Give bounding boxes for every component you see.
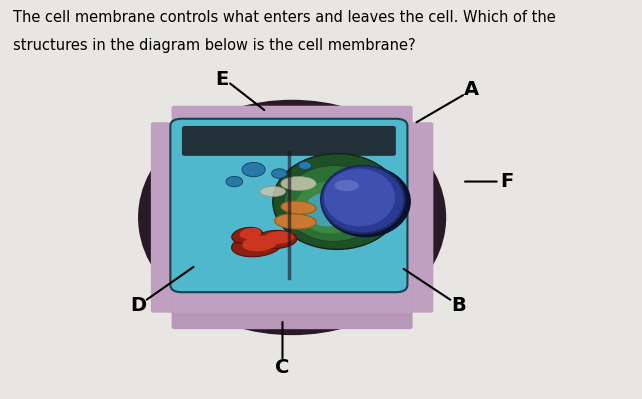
Text: structures in the diagram below is the cell membrane?: structures in the diagram below is the c…: [13, 38, 415, 53]
Ellipse shape: [281, 176, 316, 191]
Ellipse shape: [299, 162, 311, 170]
Ellipse shape: [226, 176, 243, 187]
Text: E: E: [215, 70, 228, 89]
Text: The cell membrane controls what enters and leaves the cell. Which of the: The cell membrane controls what enters a…: [13, 10, 555, 25]
Text: A: A: [464, 80, 480, 99]
Ellipse shape: [256, 230, 297, 249]
Ellipse shape: [232, 227, 263, 243]
Ellipse shape: [324, 169, 395, 226]
Text: C: C: [275, 358, 290, 377]
Ellipse shape: [232, 234, 282, 257]
Ellipse shape: [242, 162, 265, 177]
Text: F: F: [501, 172, 514, 191]
FancyBboxPatch shape: [171, 122, 413, 313]
Ellipse shape: [242, 235, 278, 251]
Ellipse shape: [321, 166, 411, 237]
Ellipse shape: [281, 201, 316, 214]
FancyBboxPatch shape: [170, 119, 408, 292]
Ellipse shape: [321, 166, 404, 233]
FancyBboxPatch shape: [182, 126, 396, 156]
Ellipse shape: [305, 193, 350, 227]
Ellipse shape: [265, 231, 294, 244]
FancyBboxPatch shape: [151, 122, 275, 313]
Ellipse shape: [138, 100, 446, 335]
Ellipse shape: [295, 182, 366, 233]
Ellipse shape: [272, 169, 287, 178]
Ellipse shape: [260, 186, 286, 197]
Ellipse shape: [273, 154, 401, 249]
Ellipse shape: [239, 228, 261, 239]
Ellipse shape: [154, 108, 430, 327]
Ellipse shape: [334, 180, 359, 191]
Text: B: B: [452, 296, 466, 315]
Text: D: D: [130, 296, 146, 315]
Ellipse shape: [275, 214, 316, 229]
FancyBboxPatch shape: [171, 232, 413, 329]
FancyBboxPatch shape: [171, 106, 413, 203]
FancyBboxPatch shape: [309, 122, 433, 313]
Ellipse shape: [284, 166, 384, 241]
